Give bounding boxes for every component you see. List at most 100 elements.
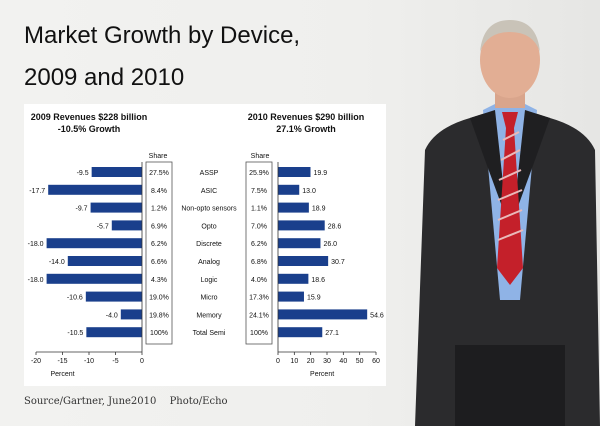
category-label: Discrete <box>196 241 222 248</box>
photo-credit: Photo/Echo <box>169 396 228 407</box>
left-x-axis-label: Percent <box>50 371 74 378</box>
left-x-tick-label: -15 <box>57 358 67 365</box>
right-bar <box>278 256 329 266</box>
right-share-value: 100% <box>250 330 268 337</box>
left-bar <box>90 202 142 213</box>
source-credit: Source/Gartner, June2010 Photo/Echo <box>24 396 228 407</box>
chart-svg: 2009 Revenues $228 billion -10.5% Growth 2… <box>28 112 384 378</box>
left-share-value: 6.9% <box>151 223 167 230</box>
left-share-box <box>145 161 173 345</box>
right-x-tick-label: 50 <box>356 358 364 365</box>
right-bar-value-label: 30.7 <box>331 259 345 266</box>
source-text: Source/Gartner, June2010 <box>24 396 157 407</box>
left-bar <box>91 167 142 177</box>
left-share-value: 100% <box>150 330 168 337</box>
lapel-right <box>513 110 550 220</box>
left-bar <box>48 184 142 195</box>
right-share-value: 25.9% <box>249 170 269 177</box>
right-share-value: 7.5% <box>251 188 267 195</box>
right-bar-value-label: 54.6 <box>370 312 384 319</box>
left-bar <box>86 327 142 338</box>
left-bar-value-label: -10.5 <box>67 330 83 337</box>
right-bar <box>278 220 325 231</box>
right-bar <box>278 202 309 213</box>
category-label: Non-opto sensors <box>181 206 237 213</box>
left-bar <box>120 309 142 320</box>
left-bar-value-label: -18.0 <box>28 277 44 284</box>
tie <box>497 112 523 285</box>
right-x-axis-label: Percent <box>310 371 334 378</box>
right-bar-value-label: 18.6 <box>311 277 325 284</box>
right-bar-value-label: 27.1 <box>325 330 339 337</box>
right-share-value: 6.2% <box>251 241 267 248</box>
right-share-value: 6.8% <box>251 259 267 266</box>
left-x-tick-label: -5 <box>112 358 118 365</box>
category-label: Opto <box>201 223 216 230</box>
page-title-line2: 2009 and 2010 <box>24 64 185 91</box>
category-label: Logic <box>201 277 218 284</box>
right-share-value: 17.3% <box>249 295 269 302</box>
page-title-line1: Market Growth by Device, <box>24 22 301 49</box>
right-x-tick-label: 40 <box>339 358 347 365</box>
left-share-value: 19.0% <box>149 295 169 302</box>
hair <box>480 20 540 52</box>
left-share-value: 6.2% <box>151 241 167 248</box>
right-bar-value-label: 18.9 <box>312 206 326 213</box>
right-bar <box>278 291 304 302</box>
right-x-tick-label: 30 <box>323 358 331 365</box>
tie-stripes <box>497 131 524 241</box>
right-bar <box>278 167 311 177</box>
left-share-value: 1.2% <box>151 206 167 213</box>
right-share-value: 24.1% <box>249 312 269 319</box>
category-label: Micro <box>200 295 217 302</box>
right-bar-value-label: 28.6 <box>328 223 342 230</box>
left-x-tick-label: 0 <box>140 358 144 365</box>
right-chart-subtitle: 27.1% Growth <box>276 124 336 134</box>
left-share-value: 27.5% <box>149 170 169 177</box>
left-bar-value-label: -5.7 <box>97 223 109 230</box>
right-bar-value-label: 15.9 <box>307 295 321 302</box>
left-bar-value-label: -4.0 <box>106 312 118 319</box>
left-share-value: 8.4% <box>151 188 167 195</box>
left-bar <box>46 273 142 284</box>
left-bar <box>46 238 142 249</box>
category-label: Memory <box>196 312 222 319</box>
right-bar <box>278 184 300 195</box>
left-bar-value-label: -9.5 <box>77 170 89 177</box>
left-share-value: 6.6% <box>151 259 167 266</box>
right-bar-value-label: 13.0 <box>302 188 316 195</box>
right-chart-title: 2010 Revenues $290 billion <box>248 112 365 122</box>
left-chart-title: 2009 Revenues $228 billion <box>31 112 148 122</box>
pants <box>455 345 565 426</box>
category-label: Total Semi <box>193 330 226 337</box>
right-share-value: 1.1% <box>251 206 267 213</box>
right-bar <box>278 238 321 249</box>
left-bar <box>111 220 142 231</box>
left-bar-value-label: -18.0 <box>28 241 44 248</box>
left-bar-value-label: -17.7 <box>29 188 45 195</box>
right-share-value: 7.0% <box>251 223 267 230</box>
right-bar <box>278 309 368 320</box>
left-bar <box>85 291 142 302</box>
left-chart-subtitle: -10.5% Growth <box>58 124 121 134</box>
left-x-tick-label: -20 <box>31 358 41 365</box>
lapel-left <box>470 110 507 220</box>
right-bar-value-label: 26.0 <box>323 241 337 248</box>
right-bar <box>278 327 323 338</box>
left-bar-value-label: -14.0 <box>49 259 65 266</box>
right-share-box <box>245 161 273 345</box>
left-bar <box>67 256 142 266</box>
left-share-value: 4.3% <box>151 277 167 284</box>
head <box>480 22 540 98</box>
category-label: ASSP <box>200 170 219 177</box>
left-x-tick-label: -10 <box>84 358 94 365</box>
right-x-tick-label: 60 <box>372 358 380 365</box>
left-bar-value-label: -9.7 <box>76 206 88 213</box>
right-x-tick-label: 10 <box>290 358 298 365</box>
right-share-value: 4.0% <box>251 277 267 284</box>
right-bar <box>278 273 309 284</box>
left-share-value: 19.8% <box>149 312 169 319</box>
right-share-header: Share <box>251 153 270 160</box>
left-bar-value-label: -10.6 <box>67 295 83 302</box>
right-x-tick-label: 0 <box>276 358 280 365</box>
